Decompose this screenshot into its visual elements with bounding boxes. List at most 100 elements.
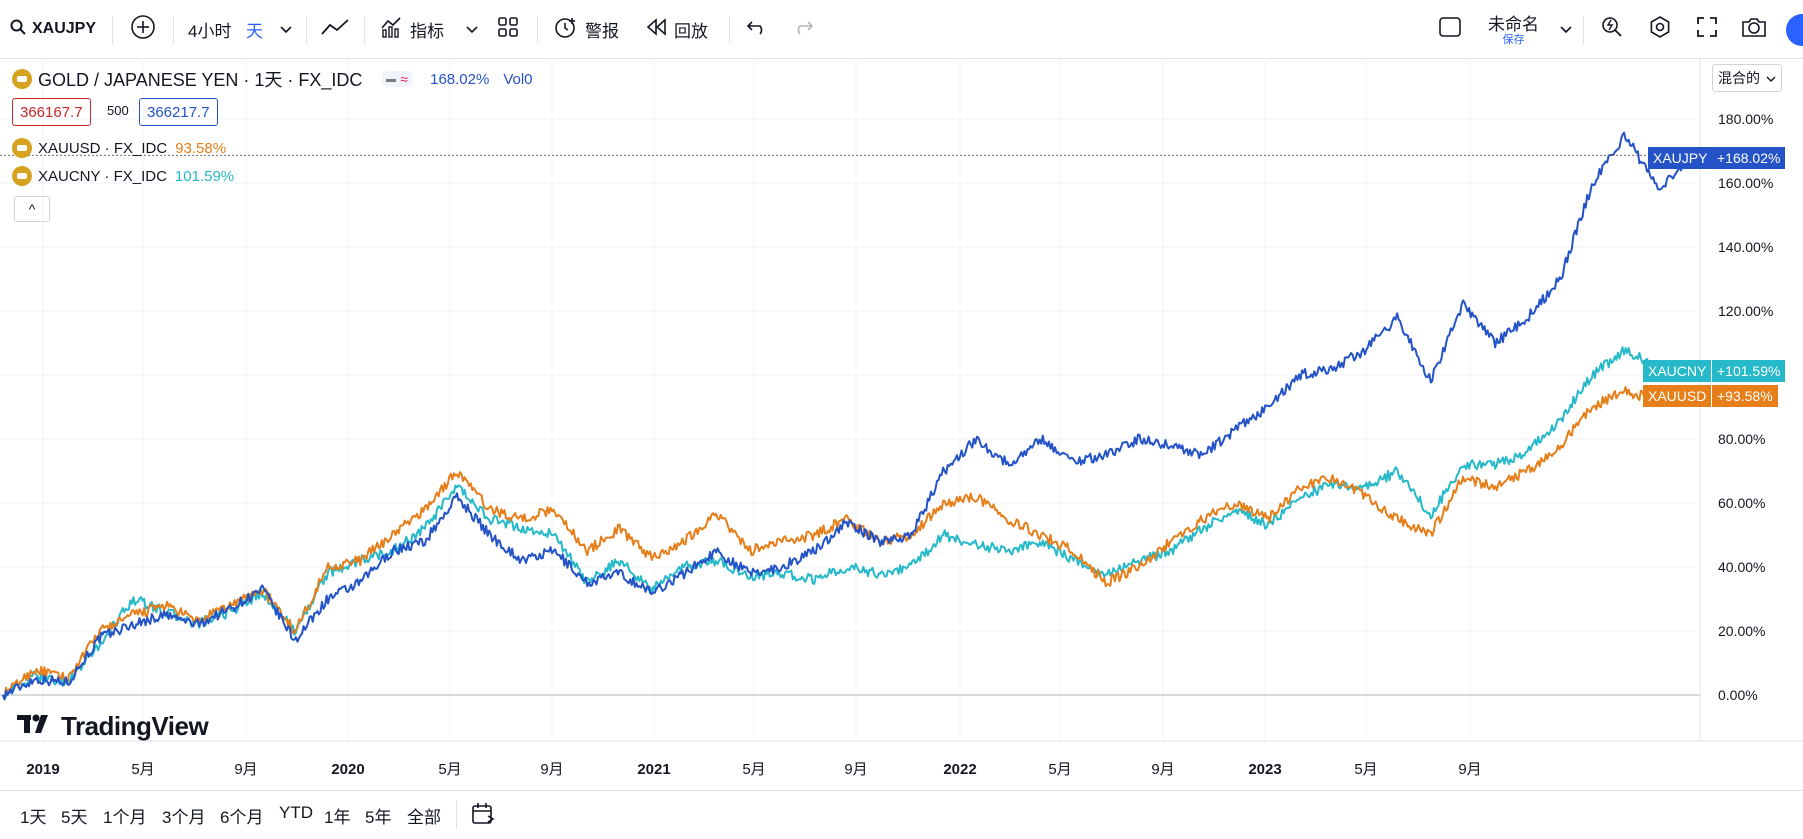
range-5y[interactable]: 5年: [365, 808, 392, 827]
range-all[interactable]: 全部: [407, 808, 441, 827]
price-chart[interactable]: 0.00%20.00%40.00%60.00%80.00%100.00%120.…: [0, 58, 1803, 790]
indicators-button[interactable]: 指标: [380, 14, 444, 44]
divider: [729, 16, 730, 44]
series-lines: [2, 131, 1691, 701]
time-axis-label: 5月: [742, 761, 765, 778]
fullscreen-rect-button[interactable]: [1438, 14, 1462, 44]
indicators-dropdown[interactable]: [466, 14, 478, 44]
collapse-legend-button[interactable]: ^: [14, 196, 50, 222]
xaucny-axis-value-tag: +101.59%: [1712, 360, 1786, 382]
xaujpy-axis-value-tag: +168.02%: [1712, 147, 1786, 169]
compare-value: 93.58%: [175, 139, 227, 157]
interval-4h-button[interactable]: 4小时: [188, 21, 232, 41]
publish-button[interactable]: [1786, 14, 1803, 46]
replay-button[interactable]: 回放: [646, 14, 708, 44]
replay-label: 回放: [674, 21, 708, 41]
series-line-xauusd: [2, 386, 1691, 700]
compare-label: XAUUSD · FX_IDC: [38, 139, 168, 157]
visibility-toggle[interactable]: ≈: [382, 71, 413, 87]
xaucny-axis-name-tag: XAUCNY: [1643, 360, 1712, 382]
spread-value: 500: [107, 103, 129, 118]
divider: [306, 16, 307, 44]
divider: [364, 16, 365, 44]
main-series-title: GOLD / JAPANESE YEN · 1天 · FX_IDC: [38, 70, 363, 90]
divider: [112, 16, 113, 44]
square-icon: [1438, 15, 1462, 44]
ask-price-box[interactable]: 366217.7: [139, 98, 218, 126]
range-6m[interactable]: 6个月: [220, 808, 264, 827]
compare-legend-xaucny[interactable]: XAUCNY · FX_IDC 101.59%: [12, 166, 234, 186]
alarm-clock-icon: [553, 14, 579, 45]
quick-search-button[interactable]: [1600, 14, 1624, 44]
chart-type-button[interactable]: [320, 14, 350, 44]
chart-grid: [0, 58, 1803, 742]
range-1d[interactable]: 1天: [20, 808, 47, 827]
rewind-icon: [646, 17, 668, 41]
time-axis-label: 9月: [234, 761, 257, 778]
time-axis[interactable]: 2019 5月 9月 2020 5月 9月 2021 5月 9月 2022 5月 9月 2023 5月 9月: [26, 761, 1481, 778]
fullscreen-button[interactable]: [1696, 14, 1718, 44]
alert-button[interactable]: 警报: [553, 14, 619, 44]
time-axis-label: 5月: [1048, 761, 1071, 778]
tradingview-logo[interactable]: TradingView: [17, 711, 209, 742]
time-axis-label: 2021: [637, 761, 670, 778]
time-axis-label: 5月: [1354, 761, 1377, 778]
chevron-down-icon: [1560, 19, 1572, 39]
price-axis-label: 80.00%: [1718, 431, 1765, 447]
interval-day-button[interactable]: 天: [246, 21, 263, 41]
snapshot-button[interactable]: [1740, 14, 1768, 44]
symbol-search[interactable]: XAUJPY: [10, 14, 96, 44]
xauusd-axis-name-tag: XAUUSD: [1643, 385, 1712, 407]
chevron-up-icon: ^: [28, 201, 36, 217]
add-compare-button[interactable]: [130, 14, 156, 44]
undo-button[interactable]: [746, 14, 768, 44]
layouts-button[interactable]: [497, 14, 519, 44]
time-axis-label: 2023: [1248, 761, 1281, 778]
compare-label: XAUCNY · FX_IDC: [38, 167, 167, 185]
range-3m[interactable]: 3个月: [162, 808, 206, 827]
range-1y[interactable]: 1年: [324, 808, 351, 827]
layout-name-button[interactable]: 未命名 保存: [1488, 14, 1539, 48]
plus-circle-icon: [130, 14, 156, 45]
price-axis-label: 160.00%: [1718, 175, 1773, 191]
grid-layout-icon: [497, 16, 519, 43]
wave-icon: ≈: [400, 71, 409, 87]
chevron-down-icon: [280, 19, 292, 39]
gear-icon: [1648, 15, 1672, 44]
indicators-label: 指标: [410, 21, 444, 41]
interval-dropdown[interactable]: [280, 14, 292, 44]
time-axis-label: 9月: [844, 761, 867, 778]
divider: [173, 16, 174, 44]
goto-date-button[interactable]: [470, 801, 496, 832]
price-axis[interactable]: 0.00%20.00%40.00%60.00%80.00%100.00%120.…: [1718, 111, 1773, 703]
xaujpy-axis-name-tag: XAUJPY: [1648, 147, 1713, 169]
divider: [537, 16, 538, 44]
chevron-down-icon: [1766, 70, 1776, 86]
range-1m[interactable]: 1个月: [103, 808, 147, 827]
redo-icon: [792, 18, 814, 41]
price-axis-label: 140.00%: [1718, 239, 1773, 255]
price-axis-label: 20.00%: [1718, 623, 1765, 639]
layout-dropdown[interactable]: [1560, 14, 1572, 44]
price-axis-label: 40.00%: [1718, 559, 1765, 575]
line-chart-icon: [320, 17, 350, 42]
divider: [456, 801, 457, 829]
range-5d[interactable]: 5天: [61, 808, 88, 827]
compare-legend-xauusd[interactable]: XAUUSD · FX_IDC 93.58%: [12, 138, 226, 158]
compare-value: 101.59%: [174, 167, 235, 185]
main-series-legend[interactable]: GOLD / JAPANESE YEN · 1天 · FX_IDC ≈ 168.…: [12, 66, 533, 92]
bid-price-box[interactable]: 366167.7: [12, 98, 91, 126]
divider: [1583, 16, 1584, 44]
time-axis-label: 5月: [131, 761, 154, 778]
bottom-toolbar: 1天 5天 1个月 3个月 6个月 YTD 1年 5年 全部: [0, 790, 1803, 839]
range-ytd[interactable]: YTD: [279, 803, 313, 822]
alert-label: 警报: [585, 21, 619, 41]
xauusd-axis-value-tag: +93.58%: [1712, 385, 1778, 407]
time-axis-label: 9月: [1151, 761, 1174, 778]
settings-button[interactable]: [1648, 14, 1672, 44]
volume-label: Vol0: [503, 70, 533, 88]
scale-mode-select[interactable]: 混合的: [1712, 64, 1782, 92]
gold-coin-icon: [12, 138, 32, 158]
redo-button[interactable]: [792, 14, 814, 44]
indicators-icon: [380, 16, 402, 43]
